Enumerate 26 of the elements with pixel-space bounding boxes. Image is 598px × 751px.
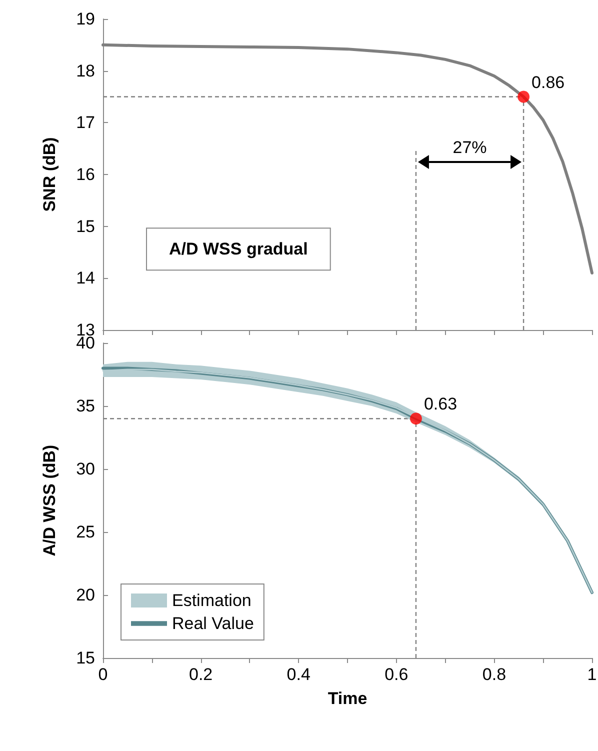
annotation: 27% bbox=[452, 138, 487, 158]
y-tick-label: 15 bbox=[76, 648, 95, 668]
x-tick-label: 0 bbox=[98, 665, 108, 684]
annotation: 0.86 bbox=[532, 72, 565, 92]
x-axis-title: Time bbox=[328, 689, 368, 708]
legend-label: Estimation bbox=[172, 591, 252, 610]
x-tick-label: 0.4 bbox=[286, 665, 310, 684]
y-tick-label: 35 bbox=[76, 396, 95, 416]
y-tick-label: 18 bbox=[76, 61, 95, 80]
annotation: 0.63 bbox=[424, 394, 458, 414]
legend-label: Real Value bbox=[172, 614, 254, 633]
y-axis-title: A/D WSS (dB) bbox=[40, 444, 59, 556]
y-axis-title: SNR (dB) bbox=[40, 137, 59, 212]
x-tick-label: 1 bbox=[587, 665, 597, 684]
y-tick-label: 20 bbox=[76, 586, 95, 604]
y-tick-label: 25 bbox=[76, 522, 95, 542]
y-tick-label: 15 bbox=[76, 216, 95, 236]
x-tick-label: 0.2 bbox=[188, 665, 213, 684]
x-tick-label: 0.8 bbox=[482, 665, 506, 684]
y-tick-label: 17 bbox=[76, 113, 95, 132]
y-tick-label: 30 bbox=[76, 460, 95, 478]
annotation: A/D WSS gradual bbox=[169, 240, 308, 259]
y-tick-label: 16 bbox=[76, 165, 95, 184]
x-tick-label: 0.6 bbox=[384, 665, 408, 684]
y-tick-label: 19 bbox=[76, 10, 95, 28]
y-tick-label: 14 bbox=[76, 268, 95, 288]
